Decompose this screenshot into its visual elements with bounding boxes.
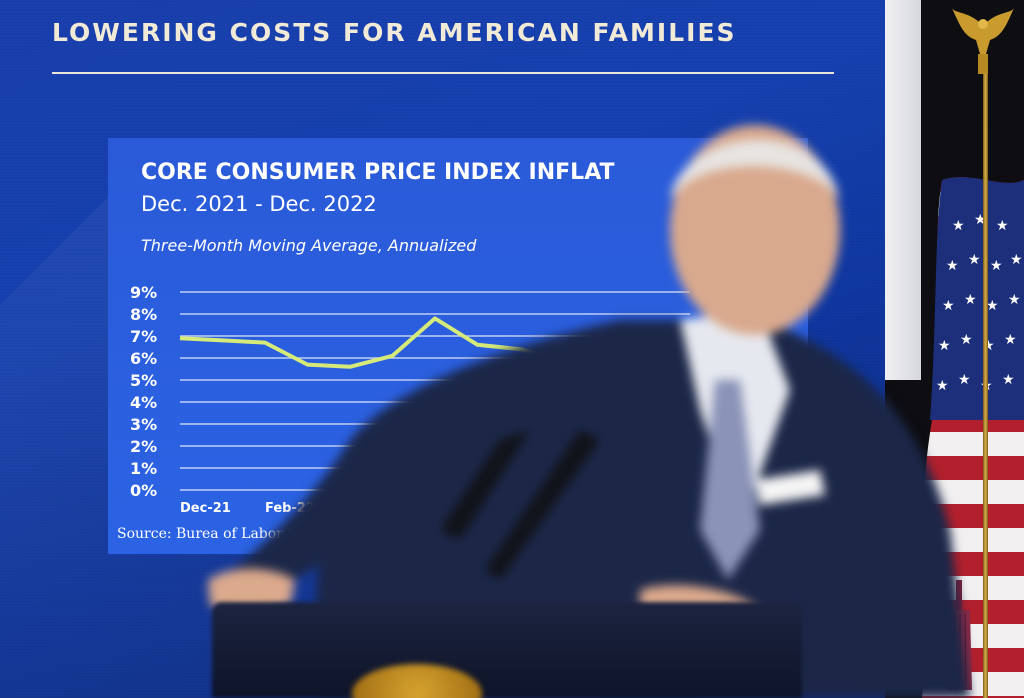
y-tick-label: 1% xyxy=(130,459,157,478)
svg-text:★: ★ xyxy=(1008,292,1021,308)
y-tick-label: 2% xyxy=(130,437,157,456)
y-tick-label: 6% xyxy=(130,349,157,368)
chart-note: Three-Month Moving Average, Annualized xyxy=(141,236,477,255)
svg-text:★: ★ xyxy=(996,218,1009,234)
screen-headline: LOWERING COSTS FOR AMERICAN FAMILIES xyxy=(52,18,737,47)
y-tick-label: 9% xyxy=(130,283,157,302)
svg-text:★: ★ xyxy=(968,252,981,268)
svg-text:★: ★ xyxy=(958,372,971,388)
chart-title: CORE CONSUMER PRICE INDEX INFLAT xyxy=(141,160,615,185)
y-tick-label: 8% xyxy=(130,305,157,324)
svg-text:★: ★ xyxy=(986,298,999,314)
svg-text:★: ★ xyxy=(990,258,1003,274)
svg-text:★: ★ xyxy=(936,378,949,394)
wall-lit-panel xyxy=(885,0,921,380)
headline-divider xyxy=(52,72,834,74)
chart-subtitle: Dec. 2021 - Dec. 2022 xyxy=(141,192,377,216)
y-tick-label: 5% xyxy=(130,371,157,390)
svg-text:★: ★ xyxy=(1002,372,1015,388)
svg-text:★: ★ xyxy=(1004,332,1017,348)
x-tick-label: Dec-21 xyxy=(180,501,231,516)
podium xyxy=(212,602,802,698)
y-tick-label: 4% xyxy=(130,393,157,412)
svg-text:★: ★ xyxy=(942,298,955,314)
eagle-finial-icon xyxy=(952,8,1014,74)
svg-text:★: ★ xyxy=(964,292,977,308)
flag-pole xyxy=(983,60,988,698)
svg-text:★: ★ xyxy=(1010,252,1023,268)
svg-text:★: ★ xyxy=(960,332,973,348)
y-tick-label: 0% xyxy=(130,481,157,500)
svg-text:★: ★ xyxy=(952,218,965,234)
svg-text:★: ★ xyxy=(946,258,959,274)
svg-text:★: ★ xyxy=(938,338,951,354)
y-tick-label: 3% xyxy=(130,415,157,434)
y-tick-label: 7% xyxy=(130,327,157,346)
